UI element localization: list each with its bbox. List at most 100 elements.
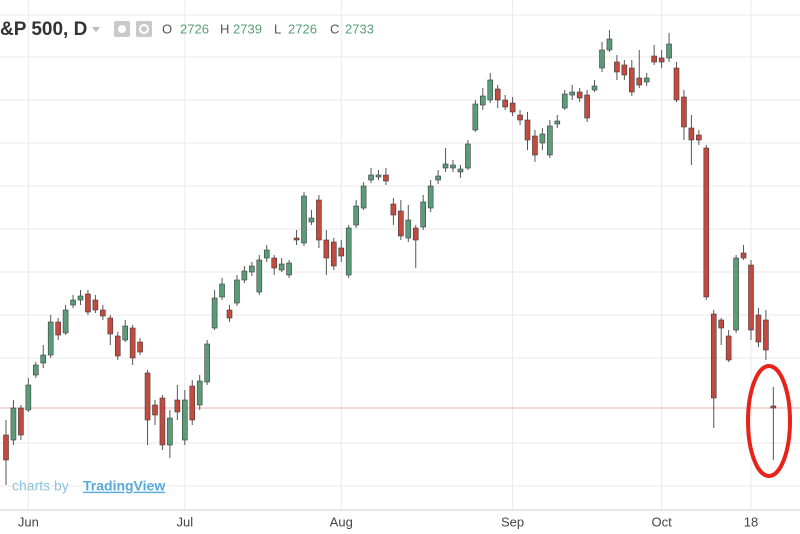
candle-body: [763, 319, 769, 351]
candle-body: [174, 399, 181, 413]
candle-body: [85, 293, 91, 313]
candle-body: [234, 279, 240, 304]
candle-body: [614, 61, 620, 73]
candle-body: [47, 321, 54, 356]
candle-body: [308, 217, 315, 223]
candle-body: [696, 134, 702, 141]
candle-body: [547, 125, 553, 156]
settings-icon[interactable]: [136, 21, 152, 37]
candle-body: [628, 67, 635, 93]
candle-body: [502, 99, 508, 108]
candle-body: [435, 175, 441, 181]
candle-body: [92, 299, 99, 311]
candle-body: [182, 399, 188, 441]
candle-body: [167, 417, 173, 446]
candle-body: [32, 364, 39, 376]
candle-body: [70, 299, 76, 306]
candle-body: [316, 199, 322, 241]
candle-body: [718, 319, 725, 329]
candle-body: [524, 119, 531, 141]
candle-body: [368, 174, 374, 181]
candle-body: [293, 237, 300, 241]
candle-body: [18, 407, 24, 436]
candle-body: [62, 309, 69, 334]
highlight-ellipse: [746, 364, 792, 478]
candle-body: [539, 133, 546, 144]
candle-body: [226, 309, 233, 319]
candle-body: [494, 88, 501, 101]
candle-body: [703, 147, 710, 298]
watermark-link[interactable]: TradingView: [83, 478, 165, 494]
candle-body: [10, 407, 17, 441]
candle-body: [532, 135, 538, 156]
candle-body: [211, 297, 218, 329]
candle-body: [673, 67, 680, 101]
candle-body: [710, 313, 717, 399]
ohlc-label: O: [162, 21, 172, 36]
candle-body: [755, 314, 762, 343]
candle-body: [256, 259, 263, 293]
candle-body: [114, 335, 121, 357]
candle-body: [465, 143, 471, 169]
menu-caret[interactable]: [92, 27, 100, 32]
candle-body: [442, 163, 449, 169]
candle-body: [651, 55, 657, 63]
candle-body: [219, 283, 225, 298]
candle-body: [621, 64, 628, 76]
candle-body: [398, 210, 404, 237]
candle-body: [472, 103, 479, 131]
ohlc-value: 2739: [233, 21, 262, 36]
candle-body: [375, 174, 382, 178]
candle-body: [159, 397, 166, 446]
candle-body: [450, 164, 456, 169]
candle-body: [249, 265, 255, 273]
candle-body: [733, 257, 739, 331]
candle-body: [554, 120, 561, 125]
x-tick-label: 18: [744, 514, 758, 529]
grid: [0, 14, 800, 487]
candle-body: [748, 264, 754, 331]
ohlc-value: 2726: [180, 21, 209, 36]
candle-body: [561, 93, 568, 109]
candle-body: [479, 95, 486, 106]
candle-body: [405, 219, 412, 239]
candle-body: [584, 94, 590, 119]
icon-detail: [139, 24, 149, 34]
candle-body: [636, 77, 643, 86]
candle-body: [576, 91, 583, 99]
ohlc-label: L: [274, 21, 281, 36]
candle-body: [740, 252, 747, 259]
candle-body: [204, 343, 210, 383]
candle-body: [286, 262, 292, 276]
candle-body: [3, 434, 9, 461]
candle-body: [100, 309, 106, 317]
grid: [27, 0, 752, 510]
candle-body: [122, 325, 128, 341]
candle-body: [107, 317, 114, 335]
candle-body: [569, 91, 576, 96]
candle-body: [301, 195, 307, 244]
candle-body: [770, 405, 777, 409]
candle-body: [457, 168, 464, 173]
ohlc-legend: O 2726 H 2739 L 2726 C 2733: [162, 21, 374, 36]
candle-body: [390, 203, 397, 216]
candle-body: [278, 263, 285, 271]
candle-body: [420, 201, 427, 228]
candle-body: [427, 185, 434, 209]
candle-body: [725, 335, 732, 361]
candle-body: [606, 38, 613, 51]
ohlc-label: H: [220, 21, 229, 36]
candle-body: [681, 96, 687, 128]
candle-body: [137, 341, 143, 353]
candle-body: [666, 43, 672, 59]
x-tick-label: Sep: [501, 514, 524, 529]
x-axis: Jun Jul Aug Sep Oct 18: [18, 514, 758, 529]
candle-body: [196, 380, 203, 406]
icon-detail: [118, 25, 126, 33]
candle-body: [487, 79, 494, 101]
candle-body: [129, 327, 136, 359]
candle-body: [77, 295, 84, 301]
candle-body: [25, 384, 32, 411]
